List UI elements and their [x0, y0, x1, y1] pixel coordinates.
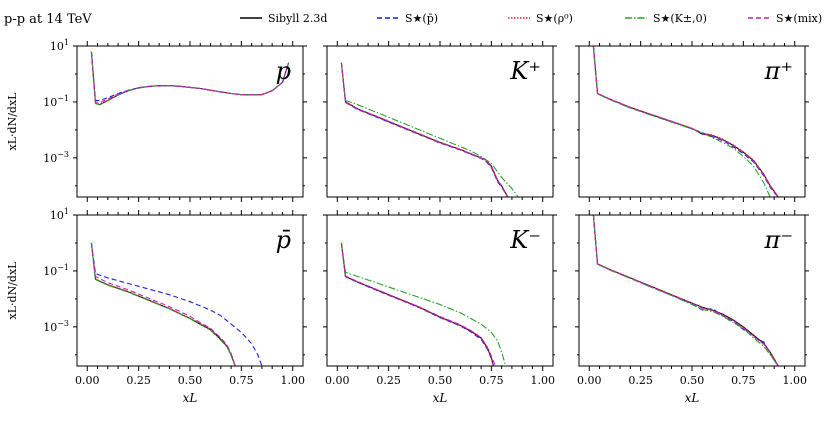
panel-label: K⁻ — [509, 226, 541, 254]
x-tick-label: 0.75 — [229, 374, 254, 387]
y-tick-label: 101 — [50, 38, 69, 53]
series-line — [592, 214, 779, 367]
x-tick-label: 0.25 — [628, 374, 653, 387]
y-tick-label: 10−1 — [43, 94, 69, 109]
legend-entry: S★(K±,0) — [625, 12, 707, 25]
series-line — [90, 51, 290, 105]
legend-label: S★(p̄) — [405, 12, 438, 25]
panel: K⁺ — [323, 41, 557, 202]
legend-entry: S★(mix) — [748, 12, 822, 25]
series-line — [592, 214, 779, 367]
x-tick-label: 0.50 — [178, 374, 203, 387]
x-axis-label: xL — [685, 391, 700, 405]
series-line — [592, 45, 779, 198]
x-tick-label: 1.00 — [530, 374, 555, 387]
legend-label: S★(mix) — [776, 12, 822, 25]
panel: 0.00 0.25 0.50 0.75 1.00 xL K⁻ — [323, 210, 557, 405]
legend-label: S★(K±,0) — [653, 12, 707, 25]
panel: 101 10−1 10−3 0.00 0.25 0.50 0.75 1.00 xL xL·dN/d… — [6, 207, 307, 405]
figure-title: p-p at 14 TeV — [4, 12, 92, 27]
series-line — [90, 242, 236, 367]
y-tick-label: 10−1 — [43, 263, 69, 278]
panel-label: π⁺ — [764, 57, 793, 85]
legend-entry: S★(ρ⁰) — [508, 12, 573, 25]
legend-label: Sibyll 2.3d — [268, 12, 327, 25]
panel: π⁺ — [575, 41, 809, 202]
x-tick-label: 0.50 — [428, 374, 453, 387]
series-line — [340, 62, 509, 198]
series-line — [340, 242, 494, 367]
series-line — [592, 45, 779, 198]
x-tick-label: 0.75 — [731, 374, 756, 387]
series-line — [340, 62, 509, 198]
series-line — [340, 62, 509, 198]
panel-frame — [76, 45, 304, 198]
series-line — [90, 51, 290, 104]
series-line — [90, 242, 263, 367]
y-tick-label: 10−3 — [43, 319, 69, 334]
legend-entry: S★(p̄) — [377, 12, 438, 25]
panel-label: K⁺ — [509, 57, 541, 85]
x-tick-label: 0.25 — [126, 374, 151, 387]
x-tick-label: 0.00 — [75, 374, 100, 387]
panel-label: p — [276, 57, 291, 85]
legend-label: S★(ρ⁰) — [536, 12, 573, 25]
series-line — [340, 242, 494, 367]
x-tick-label: 0.75 — [479, 374, 504, 387]
series-line — [340, 242, 507, 367]
series-line — [340, 62, 509, 198]
panels: 101 10−1 10−3 xL·dN/dxL p K⁺ π⁺ 101 10−1 10−3 0.00… — [6, 38, 809, 405]
x-tick-label: 0.00 — [577, 374, 602, 387]
y-tick-label: 101 — [50, 207, 69, 222]
series-line — [592, 214, 779, 367]
y-tick-label: 10−3 — [43, 150, 69, 165]
series-line — [90, 51, 290, 106]
series-line — [340, 242, 494, 367]
series-line — [340, 242, 497, 367]
y-axis-label: xL·dN/dxL — [6, 92, 19, 151]
x-axis-label: xL — [183, 391, 198, 405]
panel-frame — [76, 214, 304, 367]
y-axis-label: xL·dN/dxL — [6, 261, 19, 320]
panel-label: p̄ — [276, 226, 291, 254]
panel: 0.00 0.25 0.50 0.75 1.00 xL π⁻ — [575, 210, 809, 405]
x-tick-label: 0.00 — [325, 374, 350, 387]
legend-entry: Sibyll 2.3d — [240, 12, 327, 25]
x-tick-label: 1.00 — [782, 374, 807, 387]
series-line — [90, 242, 236, 367]
series-line — [592, 45, 779, 198]
series-line — [592, 45, 771, 198]
series-line — [340, 62, 519, 198]
series-line — [592, 214, 779, 367]
series-line — [592, 45, 779, 198]
panel-label: π⁻ — [764, 226, 793, 254]
panel: 101 10−1 10−3 xL·dN/dxL p — [6, 38, 307, 202]
x-tick-label: 0.50 — [680, 374, 705, 387]
x-tick-label: 0.25 — [376, 374, 401, 387]
x-axis-label: xL — [433, 391, 448, 405]
x-tick-label: 1.00 — [280, 374, 305, 387]
series-line — [592, 214, 779, 367]
legend: Sibyll 2.3d S★(p̄) S★(ρ⁰) S★(K±,0) S★(mix) — [240, 12, 822, 25]
series-line — [90, 51, 290, 106]
